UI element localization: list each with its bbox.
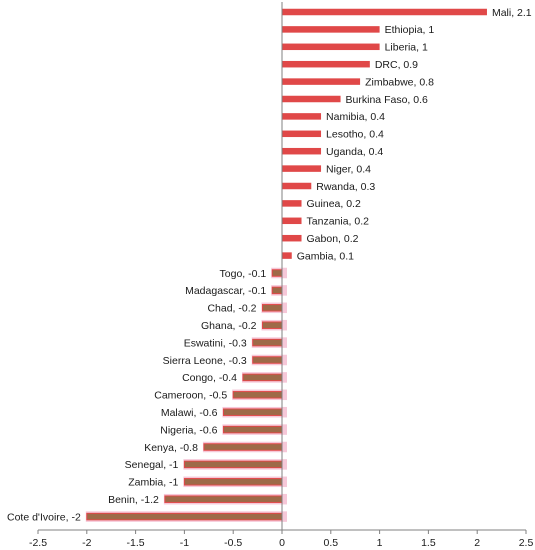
data-label-uganda: Uganda, 0.4 [326, 146, 383, 158]
bar-nigeria [222, 425, 283, 434]
data-label-nigeria: Nigeria, -0.6 [160, 424, 217, 436]
x-tick-label: 1 [377, 537, 383, 549]
bar-liberia [282, 43, 380, 51]
bar-tanzania [282, 217, 302, 225]
bar-niger [282, 165, 322, 172]
bar-uganda [282, 147, 322, 155]
x-tick-label: 0.5 [323, 537, 338, 549]
bar-guinea [282, 200, 302, 207]
x-tick-label: 2 [474, 537, 480, 549]
data-label-rwanda: Rwanda, 0.3 [316, 181, 375, 193]
data-label-mali: Mali, 2.1 [492, 7, 532, 19]
data-label-benin: Benin, -1.2 [108, 494, 159, 506]
data-label-ethiopia: Ethiopia, 1 [385, 24, 435, 36]
data-label-sierra-leone: Sierra Leone, -0.3 [163, 355, 247, 367]
bar-malawi [222, 408, 283, 416]
bar-ghana [261, 321, 283, 329]
data-label-niger: Niger, 0.4 [326, 163, 371, 175]
bar-benin [164, 495, 283, 503]
labels-layer: Mali, 2.1 Ethiopia, 1 Liberia, 1 DRC, 0.9 Zi… [7, 7, 532, 524]
data-label-lesotho: Lesotho, 0.4 [326, 129, 384, 141]
data-label-zambia: Zambia, -1 [128, 477, 178, 489]
data-label-cote-d-ivoire: Cote d'Ivoire, -2 [7, 511, 81, 523]
x-tick-label: -1.5 [127, 537, 145, 549]
data-label-kenya: Kenya, -0.8 [144, 442, 198, 454]
data-label-liberia: Liberia, 1 [385, 42, 428, 54]
data-label-drc: DRC, 0.9 [375, 59, 418, 71]
x-tick-label: -2 [82, 537, 91, 549]
data-label-chad: Chad, -0.2 [207, 303, 256, 315]
x-tick-label: -2.5 [29, 537, 47, 549]
bar-zambia [183, 478, 283, 486]
x-tick-label: -0.5 [224, 537, 242, 549]
data-label-cameroon: Cameroon, -0.5 [154, 390, 227, 402]
bar-mali [282, 8, 487, 16]
bar-eswatini [252, 338, 283, 347]
data-label-gambia: Gambia, 0.1 [297, 250, 354, 262]
bar-togo [271, 269, 283, 277]
bar-senegal [183, 460, 283, 469]
bar-namibia [282, 113, 322, 120]
bar-sierra-leone [252, 356, 283, 364]
x-tick-label: 0 [279, 537, 285, 549]
bar-gabon [282, 234, 302, 242]
data-label-gabon: Gabon, 0.2 [307, 233, 359, 245]
bar-congo [242, 373, 283, 382]
bar-madagascar [271, 286, 283, 295]
bar-chad [261, 304, 283, 312]
data-label-zimbabwe: Zimbabwe, 0.8 [365, 76, 434, 88]
data-label-ghana: Ghana, -0.2 [201, 320, 257, 332]
bar-rwanda [282, 182, 312, 190]
bar-kenya [203, 443, 283, 451]
x-tick-label: 1.5 [421, 537, 436, 549]
bar-ethiopia [282, 26, 380, 33]
x-tick-label: -1 [180, 537, 189, 549]
data-label-namibia: Namibia, 0.4 [326, 111, 385, 123]
data-label-burkina-faso: Burkina Faso, 0.6 [346, 94, 428, 106]
data-label-guinea: Guinea, 0.2 [307, 198, 361, 210]
bar-burkina-faso [282, 95, 341, 103]
bar-gambia [282, 252, 292, 259]
bar-lesotho [282, 130, 322, 138]
data-label-eswatini: Eswatini, -0.3 [184, 337, 247, 349]
data-label-senegal: Senegal, -1 [125, 459, 179, 471]
bar-zimbabwe [282, 78, 361, 85]
bar-cameroon [232, 391, 283, 399]
data-label-congo: Congo, -0.4 [182, 372, 237, 384]
bar-drc [282, 60, 370, 68]
x-tick-label: 2.5 [519, 537, 534, 549]
data-label-tanzania: Tanzania, 0.2 [307, 216, 370, 228]
data-label-malawi: Malawi, -0.6 [161, 407, 218, 419]
data-label-madagascar: Madagascar, -0.1 [185, 285, 266, 297]
x-axis: -2.5 -2 -1.5 -1 -0.5 0 0.5 1 1.5 2 2.5 [29, 2, 533, 549]
data-label-togo: Togo, -0.1 [220, 268, 267, 280]
bar-cote-d-ivoire [86, 512, 283, 521]
bars-layer [85, 8, 487, 522]
